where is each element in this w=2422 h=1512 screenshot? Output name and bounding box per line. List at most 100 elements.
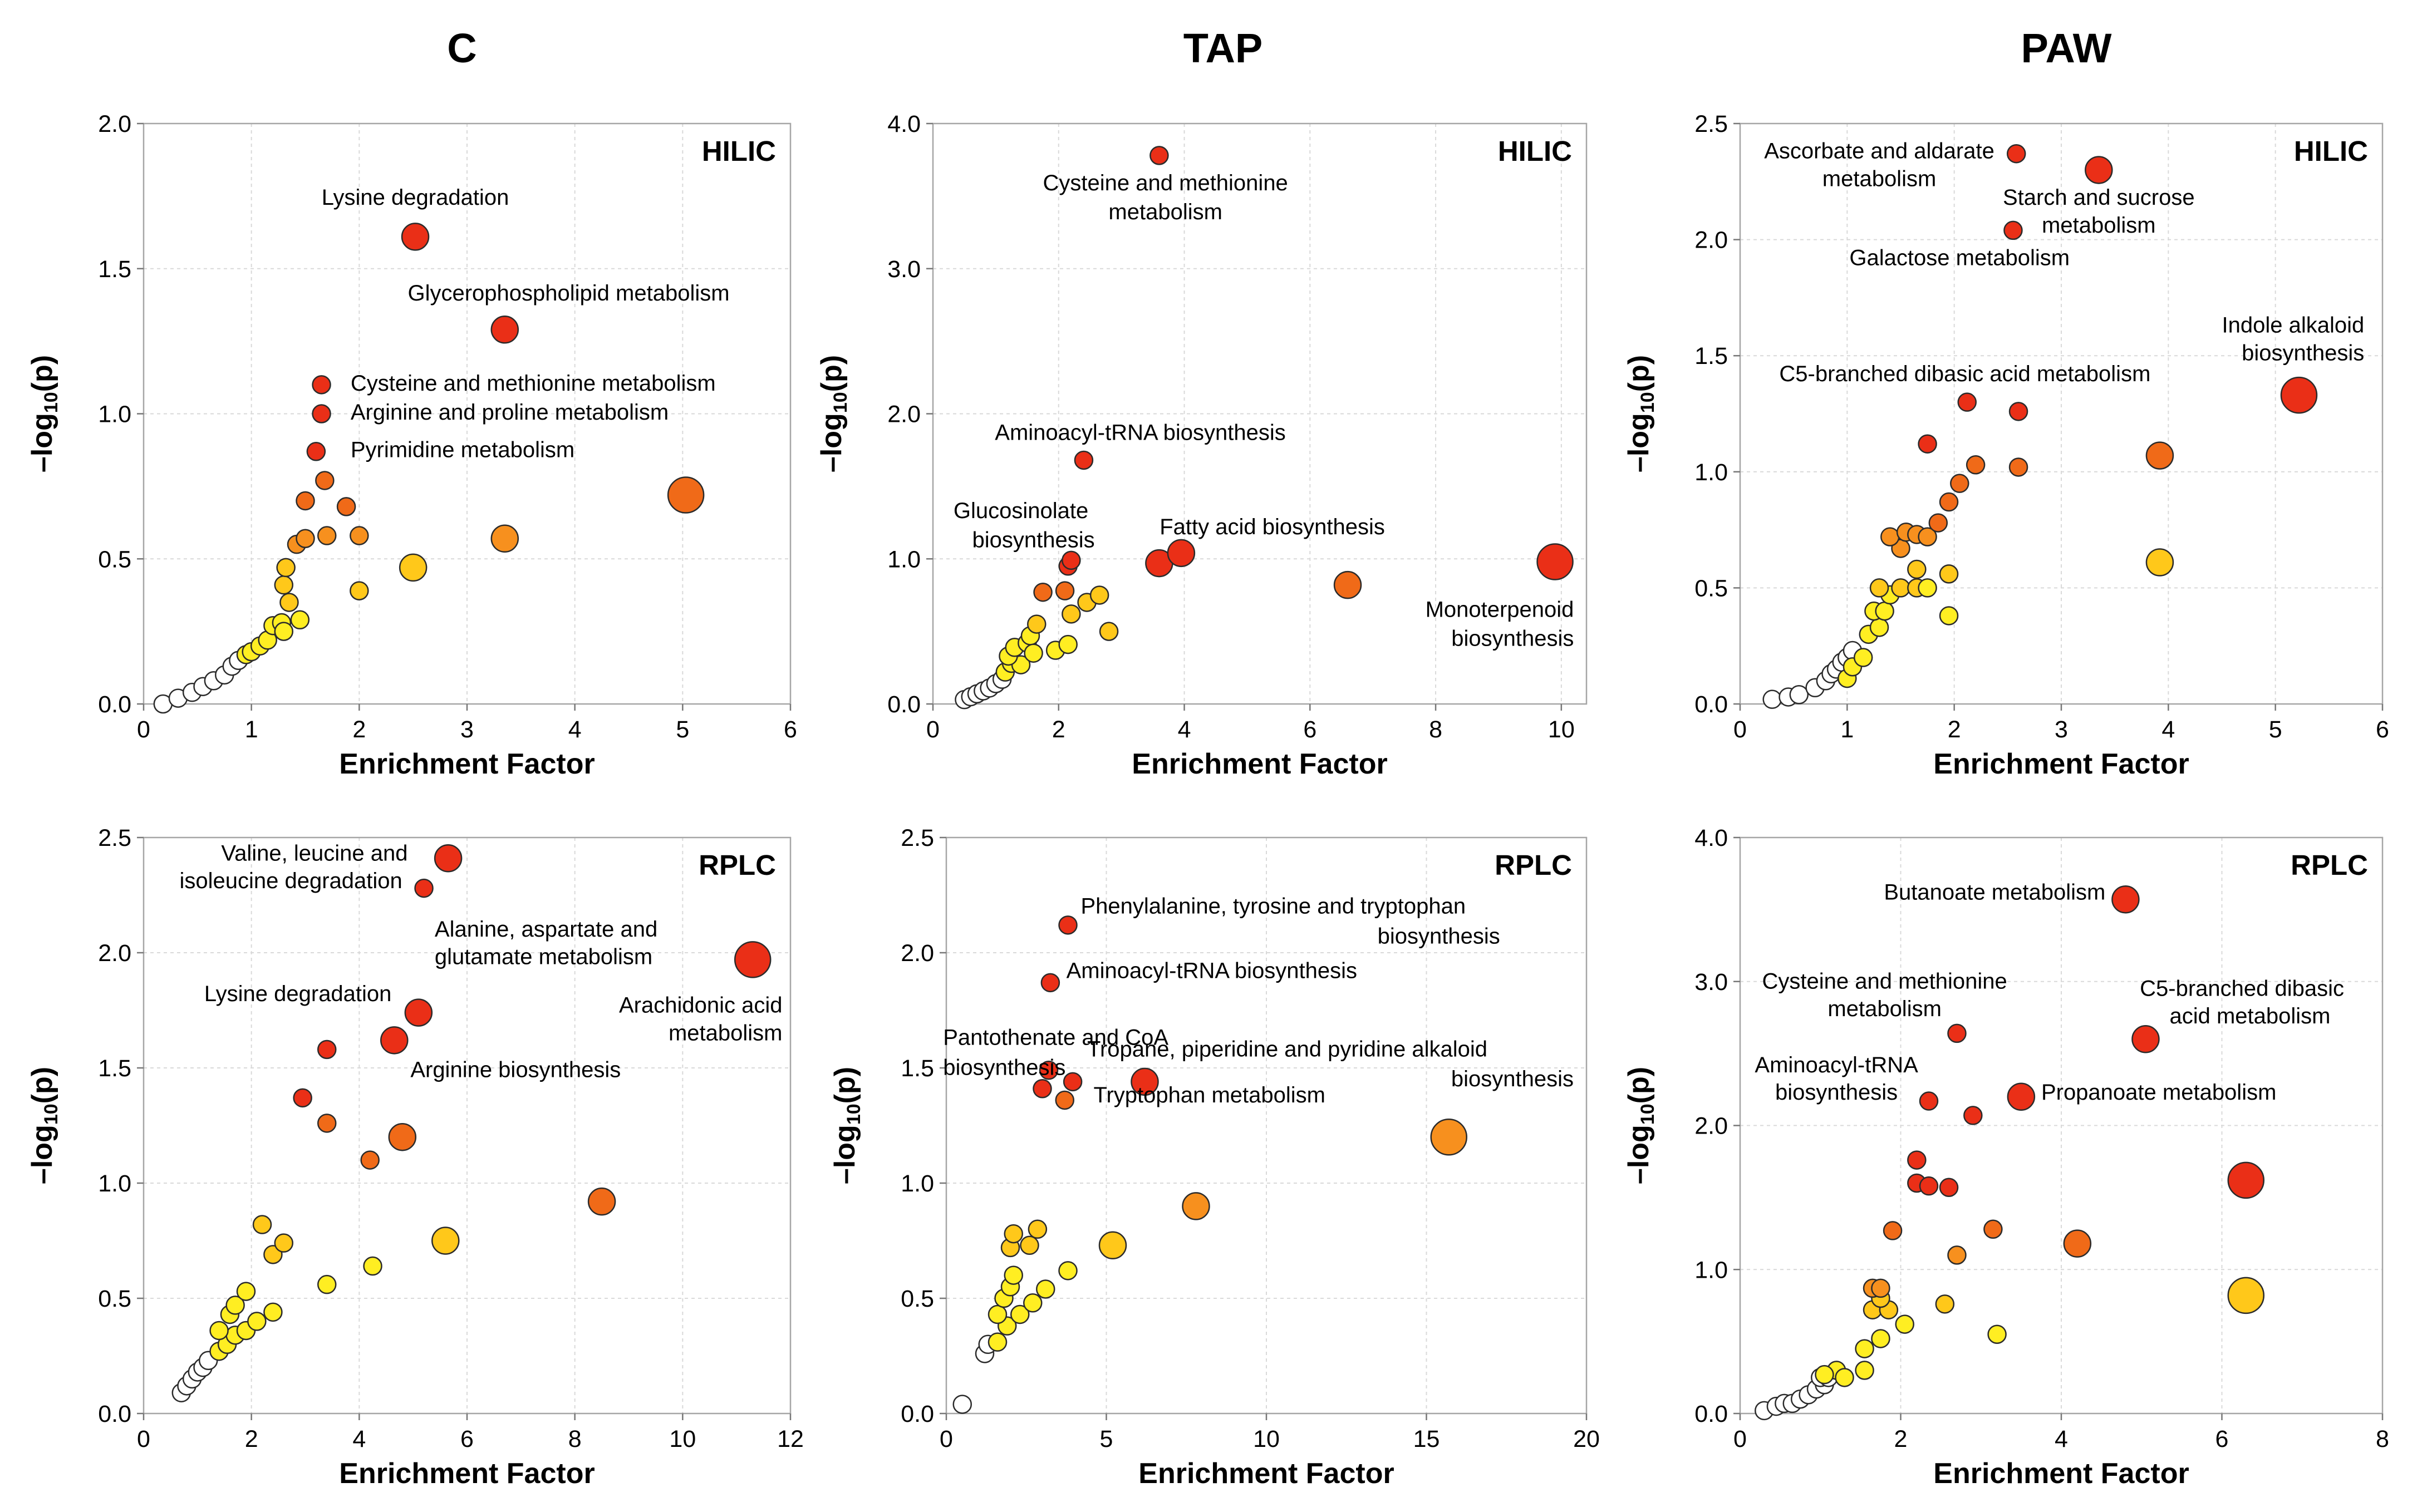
- pathway-annotation: metabolism: [669, 1021, 783, 1045]
- data-point: [1040, 973, 1060, 993]
- mode-label: RPLC: [2291, 849, 2368, 881]
- y-axis-title-subscript: 10: [1637, 392, 1658, 413]
- y-tick-label: 1.0: [901, 1170, 934, 1197]
- pathway-annotation: biosynthesis: [2242, 341, 2364, 366]
- x-tick-label: 8: [2376, 1426, 2389, 1452]
- data-point: [1036, 1279, 1055, 1299]
- y-tick-label: 1.0: [1694, 459, 1728, 486]
- data-point: [1907, 1150, 1927, 1170]
- data-point: [490, 524, 519, 553]
- data-point: [1939, 606, 1959, 626]
- y-tick-label: 1.0: [1694, 1257, 1728, 1283]
- mode-label: RPLC: [1495, 849, 1572, 881]
- y-tick-label: 2.5: [1694, 111, 1728, 137]
- pathway-annotation: Arginine biosynthesis: [410, 1058, 621, 1082]
- x-tick-label: 4: [2161, 716, 2175, 743]
- pathway-annotation: Pantothenate and CoA: [943, 1026, 1168, 1050]
- pathway-annotation: Alanine, aspartate and: [435, 917, 657, 942]
- data-point: [431, 1227, 460, 1255]
- pathway-annotation: Cysteine and methionine: [1762, 969, 2007, 994]
- x-tick-label: 4: [1178, 716, 1191, 743]
- data-point: [1918, 578, 1937, 598]
- y-tick-label: 1.5: [98, 1055, 131, 1082]
- y-axis-title-subscript: 10: [41, 392, 62, 413]
- pathway-annotation: Cysteine and methionine: [1043, 171, 1288, 195]
- y-tick-label: 1.0: [98, 1170, 131, 1197]
- pathway-annotation: Arachidonic acid: [619, 993, 783, 1018]
- y-tick-label: 0.5: [901, 1286, 934, 1312]
- y-axis-title: –log10(p): [829, 1067, 864, 1184]
- data-point: [952, 1395, 972, 1414]
- y-axis-title-suffix: (p): [26, 355, 58, 392]
- column-title-c: C: [447, 25, 476, 71]
- data-point: [2085, 156, 2113, 184]
- x-tick-label: 5: [676, 716, 689, 743]
- y-tick-label: 1.0: [887, 546, 921, 573]
- pathway-annotation: metabolism: [1822, 167, 1937, 191]
- data-point: [2145, 441, 2174, 470]
- data-point: [1149, 146, 1169, 165]
- data-point: [350, 526, 369, 545]
- data-point: [1875, 601, 1894, 621]
- x-tick-label: 6: [2376, 716, 2389, 743]
- pathway-annotation: Aminoacyl-tRNA: [1755, 1053, 1918, 1077]
- y-tick-label: 0.5: [1694, 575, 1728, 602]
- panel-paw-rplc: 0 2 4 6 8 0.0 1.0 2.0 3.0 4.0 Enrichment Factor –lo…: [1623, 825, 2389, 1490]
- y-axis-title-suffix: (p): [26, 1067, 58, 1104]
- data-point: [1919, 1176, 1939, 1196]
- y-tick-label: 1.5: [901, 1055, 934, 1082]
- data-point: [263, 1302, 283, 1322]
- data-point: [587, 1187, 616, 1216]
- data-point: [1883, 1221, 1903, 1240]
- data-point: [1983, 1219, 2003, 1239]
- data-point: [1869, 618, 1889, 637]
- pathway-annotation: biosynthesis: [972, 528, 1095, 552]
- data-point: [252, 1215, 272, 1234]
- data-point: [2145, 548, 2174, 577]
- data-point: [1536, 543, 1574, 580]
- data-point: [434, 844, 463, 873]
- data-point: [1167, 539, 1196, 568]
- y-tick-label: 0.0: [1694, 1401, 1728, 1427]
- data-point: [2003, 220, 2023, 240]
- x-tick-label: 0: [1733, 1426, 1747, 1452]
- y-axis-title-suffix: (p): [815, 355, 848, 392]
- y-tick-label: 0.5: [98, 1286, 131, 1312]
- data-point: [290, 610, 310, 630]
- x-tick-label: 8: [1429, 716, 1442, 743]
- y-axis-title-subscript: 10: [1637, 1104, 1658, 1125]
- pathway-annotation: metabolism: [2042, 213, 2156, 238]
- y-axis-title-prefix: –log: [1623, 413, 1655, 472]
- data-point: [1062, 604, 1081, 624]
- data-point: [312, 375, 331, 395]
- data-point: [2131, 1025, 2160, 1053]
- pathway-annotation: Starch and sucrose: [2003, 185, 2195, 210]
- pathway-annotation: Tropane, piperidine and pyridine alkaloi…: [1087, 1037, 1487, 1061]
- data-point: [2006, 144, 2026, 164]
- y-axis-title-subscript: 10: [41, 1104, 62, 1125]
- pathway-annotation: Glucosinolate: [954, 499, 1088, 523]
- data-point: [1855, 1361, 1874, 1380]
- y-tick-label: 2.5: [98, 825, 131, 851]
- data-point: [988, 1332, 1008, 1352]
- data-point: [490, 316, 519, 344]
- x-tick-label: 6: [1303, 716, 1316, 743]
- pathway-annotation: Butanoate metabolism: [1884, 880, 2105, 904]
- data-point: [1058, 634, 1078, 654]
- data-point: [1963, 1106, 1983, 1125]
- y-tick-label: 1.5: [98, 256, 131, 283]
- x-tick-label: 0: [926, 716, 940, 743]
- x-tick-label: 4: [2055, 1426, 2068, 1452]
- pathway-annotation: Aminoacyl-tRNA biosynthesis: [995, 420, 1285, 445]
- x-axis-title: Enrichment Factor: [339, 748, 595, 780]
- data-point: [2007, 1082, 2036, 1111]
- y-tick-label: 2.0: [887, 401, 921, 428]
- x-axis-title: Enrichment Factor: [1933, 748, 2189, 780]
- y-axis-title: –log10(p): [26, 1067, 62, 1184]
- pathway-annotation: Ascorbate and aldarate: [1764, 139, 1994, 164]
- data-point: [236, 1282, 256, 1301]
- x-tick-label: 6: [2215, 1426, 2229, 1452]
- panel-tap-hilic: 0 2 4 6 8 10 0.0 1.0 2.0 3.0 4.0 Enrichment Factor –…: [815, 111, 1588, 780]
- data-point: [1919, 1091, 1939, 1111]
- data-point: [1033, 1079, 1052, 1099]
